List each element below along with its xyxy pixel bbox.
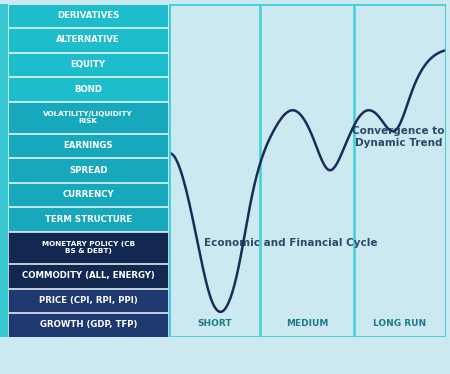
Bar bbox=[8, 208, 168, 231]
Bar bbox=[8, 4, 168, 27]
Bar bbox=[8, 53, 168, 76]
Bar bbox=[8, 183, 168, 206]
Bar bbox=[8, 313, 168, 337]
Text: EARNINGS: EARNINGS bbox=[63, 141, 113, 150]
Text: Convergence to
Dynamic Trend: Convergence to Dynamic Trend bbox=[352, 126, 445, 148]
Text: MEDIUM: MEDIUM bbox=[286, 319, 328, 328]
Text: COMMODITY (ALL, ENERGY): COMMODITY (ALL, ENERGY) bbox=[22, 271, 155, 280]
Bar bbox=[8, 134, 168, 157]
Bar bbox=[8, 289, 168, 312]
Text: Economic and Financial Cycle: Economic and Financial Cycle bbox=[204, 238, 377, 248]
Text: TERM STRUCTURE: TERM STRUCTURE bbox=[45, 215, 132, 224]
Bar bbox=[0, 4, 8, 337]
Text: SPREAD: SPREAD bbox=[69, 166, 108, 175]
Text: VOLATILITY/LIQUIDITY
RISK: VOLATILITY/LIQUIDITY RISK bbox=[43, 111, 133, 124]
Text: PRICE (CPI, RPI, PPI): PRICE (CPI, RPI, PPI) bbox=[39, 296, 138, 305]
Text: GROWTH (GDP, TFP): GROWTH (GDP, TFP) bbox=[40, 321, 137, 329]
Bar bbox=[8, 77, 168, 101]
Bar bbox=[8, 159, 168, 182]
Text: DERIVATIVES: DERIVATIVES bbox=[57, 11, 119, 20]
Text: ALTERNATIVE: ALTERNATIVE bbox=[56, 36, 120, 45]
Text: MONETARY POLICY (CB
BS & DEBT): MONETARY POLICY (CB BS & DEBT) bbox=[42, 241, 135, 254]
Bar bbox=[8, 232, 168, 263]
Text: CURRENCY: CURRENCY bbox=[63, 190, 114, 199]
Text: LONG RUN: LONG RUN bbox=[373, 319, 427, 328]
Text: BOND: BOND bbox=[74, 85, 102, 94]
Text: EQUITY: EQUITY bbox=[71, 60, 106, 69]
Bar bbox=[8, 28, 168, 52]
Bar bbox=[8, 264, 168, 288]
Bar bbox=[8, 102, 168, 133]
Text: SHORT: SHORT bbox=[197, 319, 232, 328]
